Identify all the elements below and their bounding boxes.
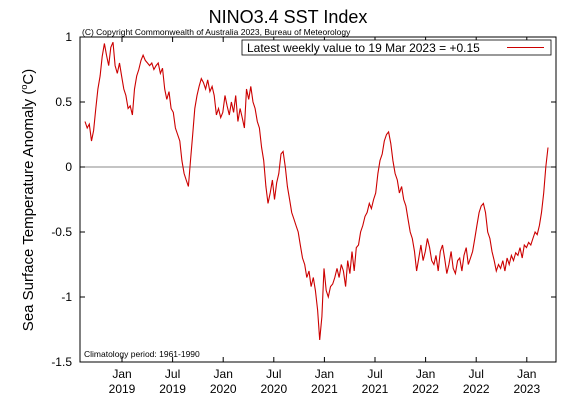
x-tick-label-year: 2021 (362, 382, 389, 396)
x-tick-label-year: 2021 (311, 382, 338, 396)
y-tick-label: -1 (61, 290, 72, 304)
x-tick-label-month: Jan (416, 367, 435, 381)
y-axis-ticks: 1 0.5 0 -0.5 -1 -1.5 (51, 30, 556, 369)
x-tick-label-year: 2022 (412, 382, 439, 396)
y-tick-label: -0.5 (51, 225, 72, 239)
x-tick-label-month: Jul (165, 367, 180, 381)
chart-title: NINO3.4 SST Index (208, 7, 368, 27)
x-tick-label-month: Jan (517, 367, 536, 381)
x-axis-ticks: Jan2019Jul2019Jan2020Jul2020Jan2021Jul20… (109, 37, 540, 396)
legend-box (241, 39, 552, 56)
x-tick-label-year: 2020 (260, 382, 287, 396)
copyright-notice: (C) Copyright Commonwealth of Australia … (82, 27, 351, 37)
climatology-note: Climatology period: 1961-1990 (84, 349, 200, 359)
x-tick-label-month: Jan (214, 367, 233, 381)
y-tick-label: 0 (65, 160, 72, 174)
y-tick-label: -1.5 (51, 355, 72, 369)
legend-label: Latest weekly value to 19 Mar 2023 = +0.… (247, 41, 480, 55)
series-line (84, 41, 549, 340)
x-tick-label-year: 2019 (109, 382, 136, 396)
y-tick-label: 0.5 (55, 95, 72, 109)
x-tick-label-year: 2022 (463, 382, 490, 396)
y-tick-label: 1 (65, 30, 72, 44)
x-tick-label-year: 2020 (210, 382, 237, 396)
x-tick-label-year: 2023 (513, 382, 540, 396)
plot-area-frame (79, 36, 557, 363)
x-tick-label-year: 2019 (159, 382, 186, 396)
x-tick-label-month: Jul (469, 367, 484, 381)
x-tick-label-month: Jan (112, 367, 131, 381)
x-tick-label-month: Jan (315, 367, 334, 381)
x-tick-label-month: Jul (367, 367, 382, 381)
x-tick-label-month: Jul (266, 367, 281, 381)
